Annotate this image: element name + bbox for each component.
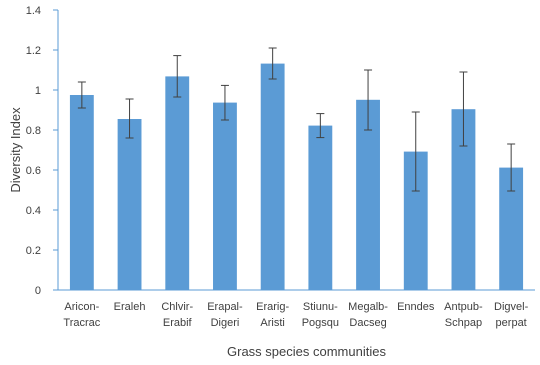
bar (356, 99, 380, 290)
y-tick-label: 0.6 (26, 165, 41, 177)
x-tick-label: Pogsqu (302, 317, 339, 329)
x-tick-label: Megalb- (348, 301, 388, 313)
bar (165, 76, 190, 291)
x-axis-title: Grass species communities (227, 344, 386, 359)
bar (403, 151, 428, 290)
error-bar (364, 69, 373, 131)
bars-group (69, 63, 524, 291)
x-tick-label: Chlvir- (161, 301, 193, 313)
x-tick-label: Erarig- (256, 301, 289, 313)
y-tick-label: 0.4 (26, 205, 41, 217)
x-tick-label: Schpap (445, 317, 482, 329)
x-tick-label: Dacseg (349, 317, 386, 329)
error-bar (268, 47, 277, 80)
error-bar (173, 55, 182, 98)
error-bar (77, 81, 86, 109)
error-bar (507, 143, 516, 192)
y-tick-label: 1.4 (26, 5, 41, 17)
x-tick-label: Aristi (260, 317, 284, 329)
error-bar (316, 113, 325, 139)
error-bar (125, 98, 134, 139)
error-bar (411, 111, 420, 192)
y-tick-label: 0.2 (26, 245, 41, 257)
bar (308, 125, 333, 290)
bar (213, 102, 237, 290)
bar (260, 63, 285, 290)
x-tick-label: Aricon- (64, 301, 99, 313)
x-tick-label: Erapal- (207, 301, 243, 313)
y-tick-label: 1 (35, 85, 41, 97)
x-tick-label: Digvel- (494, 301, 529, 313)
x-tick-label: perpat (496, 317, 527, 329)
x-tick-label: Eraleh (114, 301, 146, 313)
x-tick-label: Antpub- (444, 301, 483, 313)
y-axis-ticks: 0 0.2 0.4 0.6 0.8 1 1.2 1.4 (26, 5, 58, 297)
error-bar (459, 71, 468, 147)
bar (117, 119, 142, 290)
x-axis-tick-labels: Aricon- Tracrac Eraleh Chlvir- Erabif Erapal-… (63, 301, 528, 329)
y-tick-label: 0.8 (26, 125, 41, 137)
bar (451, 109, 476, 290)
x-tick-label: Stiunu- (303, 301, 338, 313)
y-tick-label: 0 (35, 285, 41, 297)
bar (499, 167, 524, 290)
bar (69, 95, 94, 290)
x-tick-label: Erabif (163, 317, 193, 329)
y-axis-title: Diversity Index (8, 107, 23, 193)
x-tick-label: Enndes (397, 301, 435, 313)
error-bar (220, 84, 229, 121)
x-tick-label: Digeri (211, 317, 240, 329)
y-tick-label: 1.2 (26, 45, 41, 57)
x-tick-label: Tracrac (63, 317, 100, 329)
error-bars-group (77, 47, 516, 192)
